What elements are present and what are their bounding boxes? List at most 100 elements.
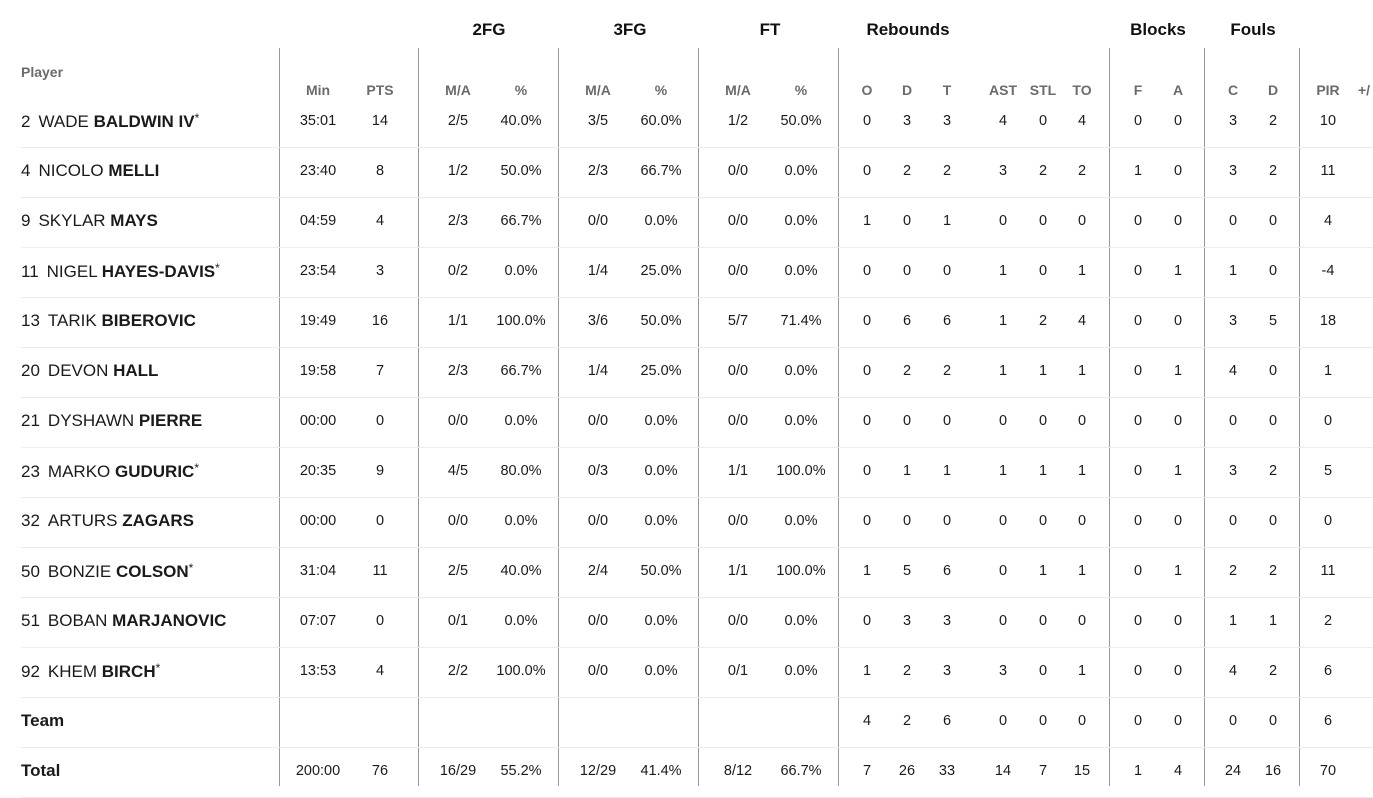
stat-cell: 4 bbox=[1077, 113, 1087, 129]
stat-cell: 1 bbox=[942, 463, 952, 479]
stat-cell: 0 bbox=[1038, 413, 1048, 429]
stat-cell: 0/3 bbox=[587, 463, 609, 479]
stat-cell: 7 bbox=[1038, 763, 1048, 779]
stat-cell: 2/3 bbox=[447, 213, 469, 229]
player-last-name: PIERRE bbox=[138, 411, 203, 430]
player-name: 2 WADE BALDWIN IV* bbox=[21, 111, 199, 132]
player-last-name: GUDURIC bbox=[114, 462, 195, 481]
stat-cell: 2 bbox=[1228, 563, 1238, 579]
stat-cell: 2 bbox=[1038, 163, 1048, 179]
stat-cell: 2 bbox=[902, 713, 912, 729]
starter-mark: * bbox=[188, 561, 194, 575]
stat-cell: 00:00 bbox=[299, 513, 337, 529]
stat-cell: 0 bbox=[1077, 613, 1087, 629]
stat-cell: 1 bbox=[1038, 363, 1048, 379]
column-header: M/A bbox=[725, 82, 751, 98]
stat-cell: 0.0% bbox=[644, 513, 678, 529]
player-first-name: ARTURS bbox=[47, 511, 123, 530]
stat-cell: 0 bbox=[1133, 113, 1143, 129]
row-divider bbox=[21, 647, 1373, 648]
stat-cell: 60.0% bbox=[640, 113, 682, 129]
stat-cell: 1/4 bbox=[587, 363, 609, 379]
player-name: 20 DEVON HALL bbox=[21, 361, 158, 381]
stat-cell: 26 bbox=[898, 763, 916, 779]
stat-cell: 2 bbox=[942, 163, 952, 179]
player-last-name: BIRCH bbox=[101, 662, 156, 681]
player-name: 50 BONZIE COLSON* bbox=[21, 561, 193, 582]
jersey-number: 23 bbox=[21, 462, 40, 481]
starter-mark: * bbox=[194, 111, 200, 125]
player-first-name: NIGEL bbox=[46, 262, 102, 281]
stat-cell: 0 bbox=[1077, 513, 1087, 529]
team-label: Team bbox=[21, 711, 65, 730]
starter-mark: * bbox=[215, 261, 220, 275]
column-header: D bbox=[901, 82, 913, 98]
starter-mark: * bbox=[194, 461, 199, 475]
stat-cell: 2 bbox=[1268, 463, 1278, 479]
stat-cell: 2 bbox=[1077, 163, 1087, 179]
stat-cell: 1 bbox=[1228, 613, 1238, 629]
stat-cell: 0 bbox=[1133, 513, 1143, 529]
stat-cell: 1/1 bbox=[727, 563, 749, 579]
stat-cell: 0/0 bbox=[727, 413, 749, 429]
stat-cell: 0.0% bbox=[784, 213, 818, 229]
stat-cell: 4 bbox=[1228, 663, 1238, 679]
player-column-header: Player bbox=[21, 64, 64, 80]
group-header-rebounds: Rebounds bbox=[866, 20, 950, 39]
player-name: 92 KHEM BIRCH* bbox=[21, 661, 160, 682]
player-name: 13 TARIK BIBEROVIC bbox=[21, 311, 196, 331]
stat-cell: 0 bbox=[998, 513, 1008, 529]
stat-cell: 0 bbox=[862, 363, 872, 379]
stat-cell: 0 bbox=[1268, 213, 1278, 229]
stat-cell: 1 bbox=[1038, 463, 1048, 479]
stat-cell: 0 bbox=[1228, 413, 1238, 429]
stat-cell: 6 bbox=[942, 313, 952, 329]
stat-cell: 0.0% bbox=[504, 513, 538, 529]
stat-cell: 50.0% bbox=[500, 163, 542, 179]
stat-cell: 0 bbox=[862, 313, 872, 329]
table-row: 51 BOBAN MARJANOVIC 07:07 0 0/1 0.0% 0/0 0.0% 0/… bbox=[0, 598, 1373, 648]
stat-cell: 50.0% bbox=[640, 563, 682, 579]
column-divider bbox=[279, 48, 280, 786]
row-divider bbox=[21, 447, 1373, 448]
player-first-name: KHEM bbox=[47, 662, 102, 681]
table-row: 21 DYSHAWN PIERRE 00:00 0 0/0 0.0% 0/0 0.0% 0/0 0… bbox=[0, 398, 1373, 448]
stat-cell: 0.0% bbox=[784, 363, 818, 379]
stat-cell: 0 bbox=[902, 513, 912, 529]
column-header: T bbox=[942, 82, 952, 98]
table-row: 92 KHEM BIRCH* 13:53 4 2/2 100.0% 0/0 0.0% 0/1 0.… bbox=[0, 648, 1373, 698]
stat-cell: 0 bbox=[1268, 363, 1278, 379]
stat-cell: 1 bbox=[1133, 163, 1143, 179]
stat-cell: 3 bbox=[1228, 163, 1238, 179]
stat-cell: 1 bbox=[1133, 763, 1143, 779]
player-first-name: SKYLAR bbox=[38, 211, 111, 230]
column-header: C bbox=[1227, 82, 1239, 98]
stat-cell: 0 bbox=[1133, 263, 1143, 279]
stat-cell: 2 bbox=[902, 363, 912, 379]
column-header: % bbox=[514, 82, 528, 98]
stat-cell: 3 bbox=[942, 663, 952, 679]
stat-cell: 1 bbox=[942, 213, 952, 229]
stat-cell: 66.7% bbox=[500, 363, 542, 379]
column-header: +/ bbox=[1357, 82, 1371, 98]
stat-cell: 0 bbox=[862, 513, 872, 529]
table-row: 4 NICOLO MELLI 23:40 8 1/2 50.0% 2/3 66.7% 0/0 0.… bbox=[0, 148, 1373, 198]
stat-cell: 100.0% bbox=[496, 663, 546, 679]
stat-cell: 0 bbox=[1077, 413, 1087, 429]
jersey-number: 50 bbox=[21, 562, 40, 581]
column-header: F bbox=[1133, 82, 1143, 98]
stat-cell: 8/12 bbox=[723, 763, 753, 779]
stat-cell: 0 bbox=[862, 613, 872, 629]
stat-cell: 35:01 bbox=[299, 113, 337, 129]
player-name: 51 BOBAN MARJANOVIC bbox=[21, 611, 226, 631]
stat-cell: 0 bbox=[375, 513, 385, 529]
player-first-name: NICOLO bbox=[38, 161, 109, 180]
stat-cell: 04:59 bbox=[299, 213, 337, 229]
stat-cell: 2/4 bbox=[587, 563, 609, 579]
stat-cell: 1 bbox=[862, 563, 872, 579]
stat-cell: 2/3 bbox=[587, 163, 609, 179]
stat-cell: 1 bbox=[998, 263, 1008, 279]
stat-cell: 5/7 bbox=[727, 313, 749, 329]
stat-cell: 3 bbox=[942, 613, 952, 629]
stat-cell: 13:53 bbox=[299, 663, 337, 679]
